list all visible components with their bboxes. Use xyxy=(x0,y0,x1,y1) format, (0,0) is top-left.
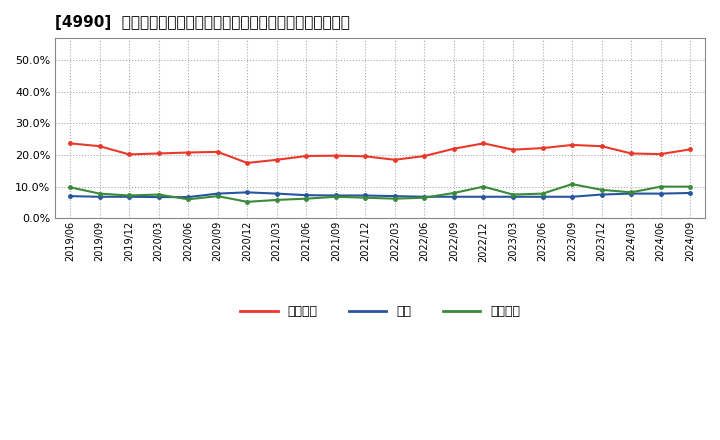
在庫 xyxy=(154,194,163,200)
Legend: 売上債権, 在庫, 買入債務: 売上債権, 在庫, 買入債務 xyxy=(235,300,525,323)
売上債権 xyxy=(66,141,74,146)
在庫 xyxy=(331,193,340,198)
在庫 xyxy=(213,191,222,196)
売上債権 xyxy=(568,142,577,147)
在庫 xyxy=(95,194,104,199)
買入債務 xyxy=(420,195,428,200)
買入債務 xyxy=(331,194,340,199)
買入債務 xyxy=(243,199,251,205)
買入債務 xyxy=(480,184,488,189)
在庫 xyxy=(184,194,192,200)
Text: [4990]  売上債権、在庫、買入債務の総資産に対する比率の推移: [4990] 売上債権、在庫、買入債務の総資産に対する比率の推移 xyxy=(55,15,350,30)
買入債務 xyxy=(213,194,222,199)
売上債権 xyxy=(449,146,458,151)
在庫 xyxy=(627,191,636,196)
売上債権 xyxy=(480,141,488,146)
売上債権 xyxy=(509,147,518,152)
Line: 在庫: 在庫 xyxy=(68,191,692,199)
売上債権 xyxy=(627,151,636,156)
在庫 xyxy=(568,194,577,199)
買入債務 xyxy=(125,193,133,198)
売上債権 xyxy=(184,150,192,155)
在庫 xyxy=(480,194,488,199)
在庫 xyxy=(125,194,133,199)
売上債権 xyxy=(243,160,251,165)
売上債権 xyxy=(420,154,428,159)
売上債権 xyxy=(657,151,665,157)
買入債務 xyxy=(686,184,695,189)
売上債権 xyxy=(331,153,340,158)
在庫 xyxy=(686,191,695,196)
売上債権 xyxy=(125,152,133,157)
在庫 xyxy=(420,194,428,199)
Line: 買入債務: 買入債務 xyxy=(68,183,692,204)
買入債務 xyxy=(184,197,192,202)
買入債務 xyxy=(568,181,577,187)
在庫 xyxy=(539,194,547,199)
売上債権 xyxy=(598,143,606,149)
売上債権 xyxy=(302,154,310,159)
買入債務 xyxy=(272,197,281,202)
売上債権 xyxy=(390,157,399,162)
買入債務 xyxy=(509,192,518,197)
在庫 xyxy=(272,191,281,196)
買入債務 xyxy=(627,190,636,195)
売上債権 xyxy=(213,149,222,154)
売上債権 xyxy=(95,143,104,149)
在庫 xyxy=(598,192,606,197)
買入債務 xyxy=(95,191,104,196)
在庫 xyxy=(302,193,310,198)
在庫 xyxy=(449,194,458,199)
売上債権 xyxy=(154,151,163,156)
売上債権 xyxy=(361,154,369,159)
買入債務 xyxy=(66,185,74,190)
買入債務 xyxy=(657,184,665,189)
買入債務 xyxy=(154,192,163,197)
在庫 xyxy=(509,194,518,199)
売上債権 xyxy=(539,146,547,151)
買入債務 xyxy=(449,191,458,196)
Line: 売上債権: 売上債権 xyxy=(68,142,692,165)
在庫 xyxy=(243,190,251,195)
在庫 xyxy=(390,194,399,199)
買入債務 xyxy=(361,195,369,200)
売上債権 xyxy=(686,147,695,152)
売上債権 xyxy=(272,157,281,162)
買入債務 xyxy=(598,187,606,192)
買入債務 xyxy=(539,191,547,196)
買入債務 xyxy=(302,196,310,201)
在庫 xyxy=(657,191,665,196)
在庫 xyxy=(66,194,74,199)
買入債務 xyxy=(390,196,399,201)
在庫 xyxy=(361,193,369,198)
